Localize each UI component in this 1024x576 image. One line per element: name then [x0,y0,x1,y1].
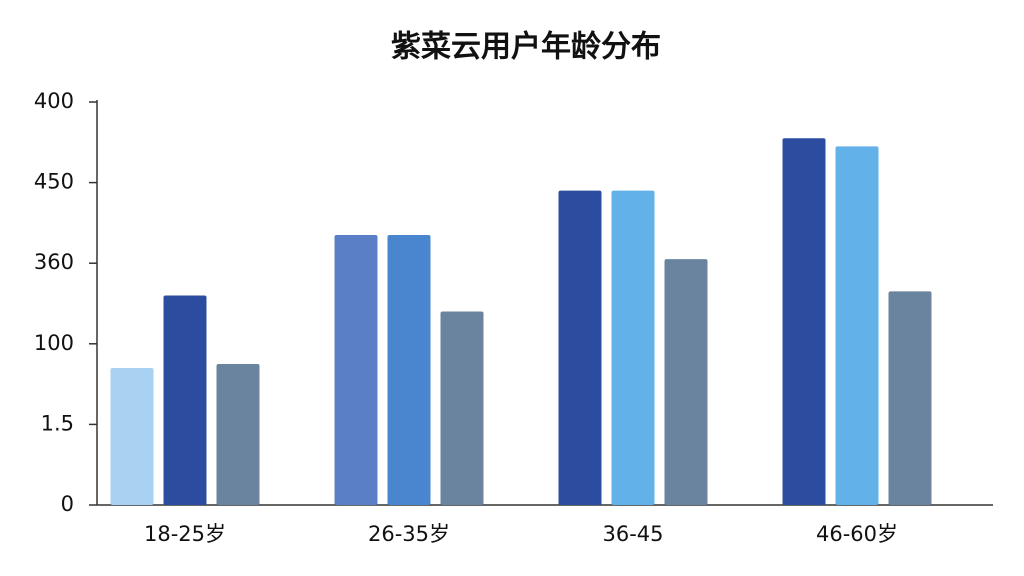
y-tick-label: 400 [34,89,74,113]
y-tick-label: 1.5 [41,411,74,435]
bar [440,311,484,505]
y-tick-label: 450 [34,170,74,194]
bar [163,295,207,505]
bar [835,146,879,505]
x-tick-label: 18-25岁 [144,522,226,546]
chart-title: 紫菜云用户年龄分布 [391,30,661,65]
y-tick-label: 100 [34,331,74,355]
x-tick-label: 26-35岁 [368,522,450,546]
bar [110,367,154,505]
y-tick-label: 0 [61,492,74,516]
bar [387,234,431,506]
x-tick-label: 36-45 [602,522,663,546]
bar [216,363,260,505]
bar [558,190,602,505]
bar [334,234,378,506]
bar [611,190,655,505]
bar [888,291,932,505]
bar [782,138,826,505]
bar [664,259,708,505]
x-tick-label: 46-60岁 [816,522,898,546]
y-tick-label: 360 [34,250,74,274]
